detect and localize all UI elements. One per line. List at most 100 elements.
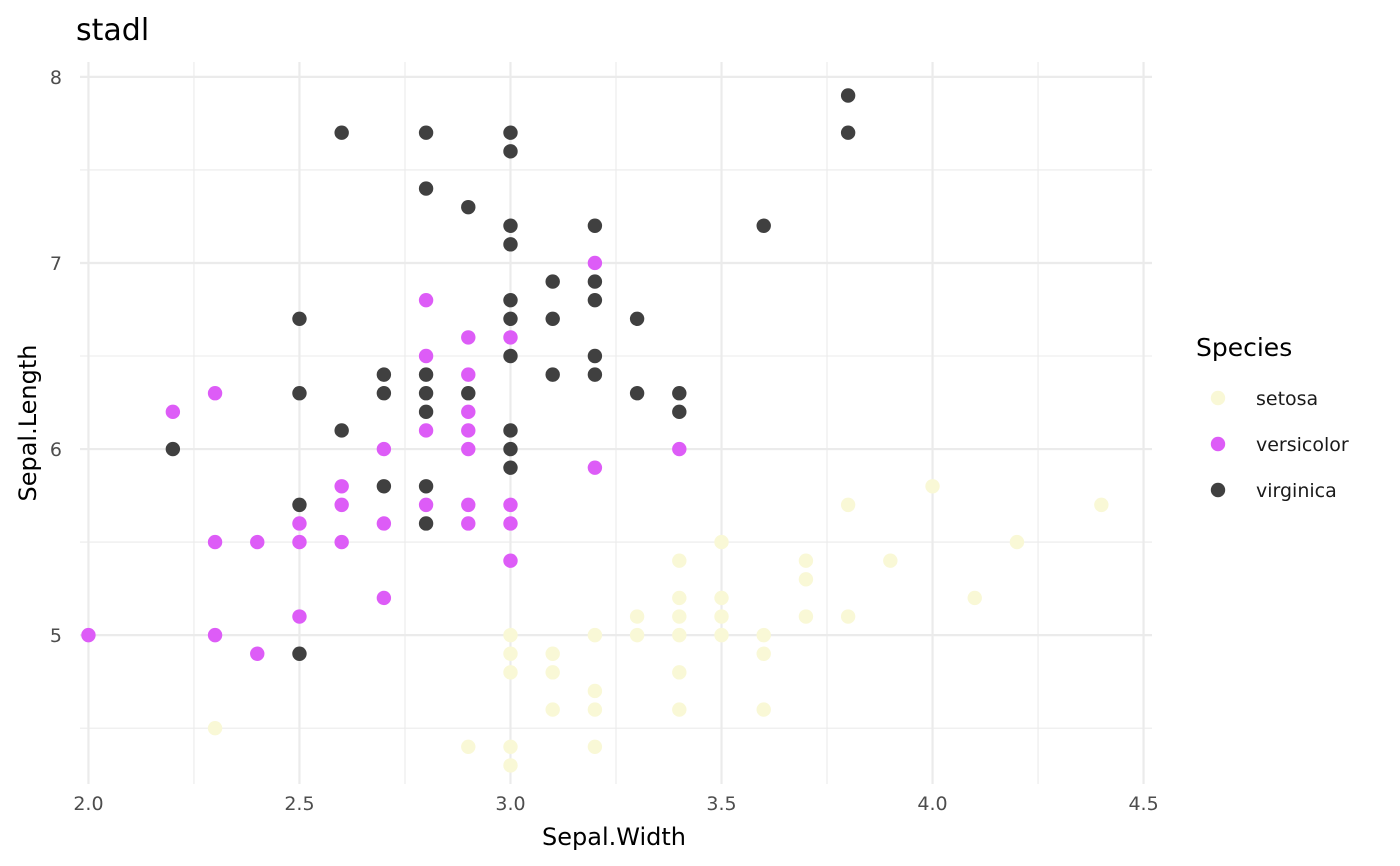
point-versicolor bbox=[461, 497, 476, 513]
point-virginica bbox=[629, 311, 645, 326]
point-versicolor bbox=[418, 497, 434, 513]
point-virginica bbox=[587, 367, 603, 382]
point-versicolor bbox=[207, 627, 223, 643]
point-versicolor bbox=[587, 460, 603, 475]
point-setosa bbox=[672, 665, 687, 680]
point-virginica bbox=[587, 348, 603, 364]
legend-key-setosa bbox=[1210, 390, 1226, 406]
chart-title: stadl bbox=[76, 13, 149, 48]
point-versicolor bbox=[503, 330, 518, 345]
point-virginica bbox=[292, 646, 307, 661]
point-setosa bbox=[545, 646, 560, 661]
point-versicolor bbox=[250, 534, 265, 550]
legend-label-versicolor: versicolor bbox=[1256, 434, 1349, 456]
point-virginica bbox=[840, 125, 856, 140]
point-setosa bbox=[883, 553, 898, 568]
x-tick-label: 2.5 bbox=[284, 793, 314, 815]
legend-title: Species bbox=[1196, 333, 1292, 362]
point-setosa bbox=[672, 553, 687, 568]
point-versicolor bbox=[292, 516, 307, 531]
point-setosa bbox=[672, 627, 687, 643]
point-virginica bbox=[587, 292, 603, 308]
point-versicolor bbox=[334, 479, 349, 494]
point-virginica bbox=[418, 181, 434, 196]
point-virginica bbox=[503, 125, 518, 140]
point-setosa bbox=[756, 627, 771, 643]
point-setosa bbox=[629, 627, 645, 643]
point-versicolor bbox=[292, 609, 307, 624]
point-versicolor bbox=[672, 441, 687, 457]
x-tick-label: 2.0 bbox=[73, 793, 103, 815]
point-virginica bbox=[672, 386, 687, 401]
point-virginica bbox=[672, 404, 687, 420]
point-virginica bbox=[292, 386, 307, 401]
point-virginica bbox=[376, 479, 392, 494]
point-versicolor bbox=[461, 404, 476, 420]
point-virginica bbox=[418, 367, 434, 382]
point-versicolor bbox=[334, 497, 349, 513]
y-tick-label: 5 bbox=[50, 625, 62, 647]
legend: Species setosa versicolor virginica bbox=[1196, 333, 1349, 502]
point-setosa bbox=[798, 572, 814, 587]
point-versicolor bbox=[250, 646, 265, 661]
point-setosa bbox=[756, 702, 771, 717]
point-versicolor bbox=[292, 534, 307, 550]
point-virginica bbox=[587, 274, 603, 289]
point-virginica bbox=[418, 404, 434, 420]
x-tick-label: 3.0 bbox=[495, 793, 525, 815]
point-virginica bbox=[629, 386, 645, 401]
point-versicolor bbox=[334, 534, 349, 550]
point-versicolor bbox=[503, 516, 518, 531]
point-setosa bbox=[798, 609, 814, 624]
y-tick-label: 6 bbox=[50, 439, 62, 461]
point-virginica bbox=[376, 386, 392, 401]
point-virginica bbox=[756, 218, 771, 233]
point-virginica bbox=[461, 386, 476, 401]
point-setosa bbox=[461, 739, 476, 754]
point-virginica bbox=[503, 144, 518, 159]
point-versicolor bbox=[418, 348, 434, 364]
point-versicolor bbox=[165, 404, 181, 420]
point-virginica bbox=[334, 423, 349, 438]
legend-label-virginica: virginica bbox=[1256, 480, 1337, 502]
point-versicolor bbox=[207, 534, 223, 550]
point-virginica bbox=[503, 348, 518, 364]
point-versicolor bbox=[376, 590, 392, 606]
point-versicolor bbox=[503, 553, 518, 568]
point-setosa bbox=[587, 702, 603, 717]
point-setosa bbox=[714, 609, 729, 624]
point-setosa bbox=[672, 702, 687, 717]
y-axis-title: Sepal.Length bbox=[14, 344, 42, 501]
point-setosa bbox=[503, 665, 518, 680]
x-tick-label: 3.5 bbox=[706, 793, 736, 815]
point-setosa bbox=[587, 683, 603, 699]
point-virginica bbox=[292, 497, 307, 513]
point-setosa bbox=[503, 758, 518, 773]
point-virginica bbox=[418, 386, 434, 401]
point-versicolor bbox=[376, 441, 392, 457]
point-virginica bbox=[418, 479, 434, 494]
point-setosa bbox=[629, 609, 645, 624]
point-virginica bbox=[503, 292, 518, 308]
point-virginica bbox=[503, 460, 518, 475]
point-versicolor bbox=[461, 423, 476, 438]
point-versicolor bbox=[461, 441, 476, 457]
point-virginica bbox=[545, 274, 560, 289]
point-versicolor bbox=[503, 497, 518, 513]
point-virginica bbox=[334, 125, 349, 140]
x-axis-ticks: 2.0 2.5 3.0 3.5 4.0 4.5 bbox=[73, 793, 1158, 815]
point-virginica bbox=[545, 367, 560, 382]
point-setosa bbox=[587, 627, 603, 643]
point-setosa bbox=[1094, 497, 1109, 513]
point-virginica bbox=[503, 423, 518, 438]
data-points bbox=[81, 88, 1109, 773]
point-versicolor bbox=[418, 292, 434, 308]
point-setosa bbox=[798, 553, 814, 568]
point-versicolor bbox=[461, 330, 476, 345]
point-versicolor bbox=[418, 423, 434, 438]
legend-key-versicolor bbox=[1210, 436, 1226, 452]
grid bbox=[80, 62, 1152, 784]
point-virginica bbox=[292, 311, 307, 326]
point-virginica bbox=[587, 218, 603, 233]
point-setosa bbox=[545, 665, 560, 680]
